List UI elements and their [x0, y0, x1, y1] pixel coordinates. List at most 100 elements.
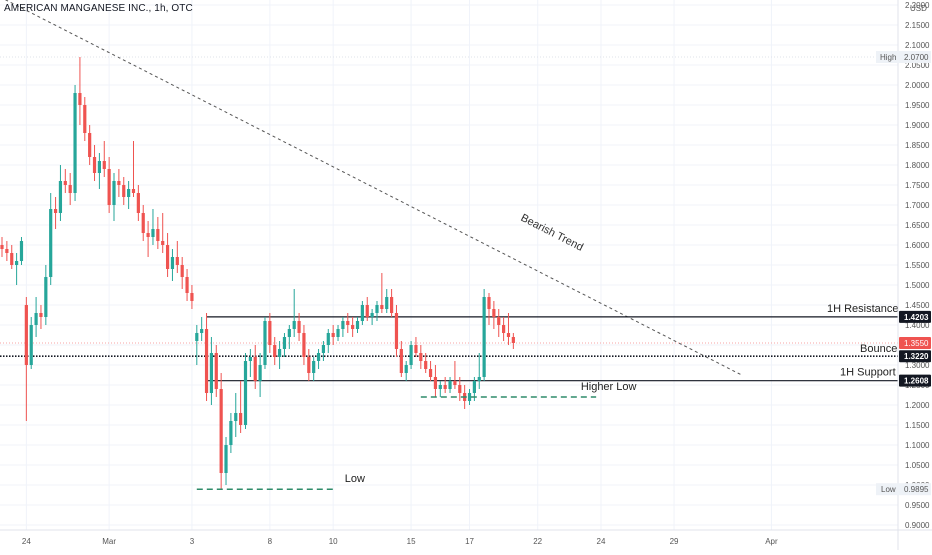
price-tick-label: 1.4500	[905, 301, 930, 310]
time-tick-label: Apr	[765, 537, 778, 546]
level-lines-layer: 1H Resistance 1H Support Bounce	[0, 56, 899, 382]
price-tag-bg	[899, 350, 931, 363]
candle-body	[472, 381, 476, 393]
chart-title: AMERICAN MANGANESE INC., 1h, OTC	[4, 3, 193, 14]
price-tag: 1.3220	[904, 352, 929, 361]
last-price-tag: 1.3550	[904, 339, 929, 348]
candle-body	[73, 93, 77, 193]
candle-body	[355, 321, 360, 329]
candle-body	[229, 421, 233, 445]
candle-body	[146, 233, 150, 237]
price-tick-label: 1.5500	[905, 261, 930, 270]
candle-body	[136, 193, 140, 213]
time-tick-label: 29	[670, 537, 679, 546]
candle-body	[83, 105, 87, 133]
candle-body	[29, 325, 33, 365]
annotations-layer: Low Higher Low	[196, 381, 637, 490]
candle-body	[428, 369, 433, 377]
candle-body	[312, 361, 316, 373]
low-tag-bg	[876, 483, 931, 496]
price-tick-label: 1.8000	[905, 161, 930, 170]
candle-body	[448, 381, 452, 389]
candle-body	[122, 185, 126, 197]
candle-body	[253, 357, 257, 381]
time-tick-label: 22	[533, 537, 542, 546]
candle-body	[180, 265, 184, 277]
candle-body	[170, 257, 175, 269]
candle-body	[511, 337, 515, 343]
candle-body	[15, 261, 19, 265]
candle-body	[10, 253, 14, 265]
candle-body	[477, 377, 481, 381]
candle-body	[316, 353, 321, 361]
candle-body	[492, 309, 496, 317]
candle-body	[365, 305, 369, 317]
candle-body	[506, 333, 511, 337]
time-axis: 24 Mar 3 8 10 15 17 22 24 29 Apr	[0, 529, 932, 546]
annotation-label: Higher Low	[581, 381, 637, 393]
candle-body	[204, 329, 209, 393]
candle-body	[200, 329, 204, 333]
price-tag: 1.4203	[904, 313, 929, 322]
candle-body	[102, 161, 106, 169]
candle-body	[502, 325, 506, 333]
price-tag-bg	[899, 374, 931, 387]
candle-body	[219, 389, 223, 473]
candle-body	[161, 241, 165, 245]
candle-body	[63, 181, 67, 185]
candle-body	[92, 157, 97, 173]
candle-body	[49, 209, 53, 277]
candle-body	[209, 353, 214, 393]
candle-body	[360, 305, 364, 321]
price-axis: 0.90000.95001.00001.05001.10001.15001.20…	[876, 0, 931, 550]
price-tick-label: 1.0500	[905, 461, 930, 470]
time-tick-label: 8	[268, 537, 273, 546]
candle-body	[409, 345, 413, 365]
candle-body	[190, 293, 194, 301]
candle-body	[399, 349, 403, 373]
time-tick-label: 15	[407, 537, 416, 546]
candle-body	[112, 181, 116, 205]
price-tick-label: 1.6500	[905, 221, 930, 230]
candle-body	[453, 381, 457, 385]
price-tick-label: 2.1000	[905, 41, 930, 50]
candle-body	[321, 345, 326, 353]
candle-body	[351, 325, 355, 329]
price-tick-label: 1.9000	[905, 121, 930, 130]
candle-body	[467, 393, 472, 401]
candle-body	[175, 257, 179, 265]
trend-line-layer: Bearish Trend	[4, 0, 742, 376]
candle-body	[53, 209, 58, 213]
candle-body	[292, 321, 296, 329]
candle-body	[370, 313, 374, 317]
candle-body	[482, 297, 486, 377]
candle-body	[307, 357, 311, 373]
price-tick-label: 2.2000	[905, 1, 930, 10]
candle-body	[268, 321, 272, 345]
time-tick-label: 10	[329, 537, 338, 546]
candle-body	[68, 185, 72, 193]
price-tick-label: 1.2000	[905, 401, 930, 410]
candle-body	[151, 229, 155, 237]
annotation-label: Low	[345, 473, 365, 485]
high-tag-value: 2.0700	[904, 53, 929, 62]
candle-body	[185, 277, 189, 293]
price-tick-label: 1.3000	[905, 361, 930, 370]
level-label: Bounce	[860, 343, 897, 355]
candle-body	[24, 305, 28, 365]
price-tick-label: 1.1500	[905, 421, 930, 430]
candle-body	[88, 133, 92, 157]
price-tick-label: 1.8500	[905, 141, 930, 150]
candle-body	[282, 337, 287, 349]
candle-body	[385, 297, 389, 309]
time-tick-label: Mar	[102, 537, 116, 546]
candle-body	[438, 385, 442, 389]
candle-body	[433, 377, 438, 389]
low-tag-label: Low	[881, 485, 896, 494]
candle-body	[117, 181, 121, 185]
candle-body	[243, 361, 248, 425]
time-tick-label: 17	[465, 537, 474, 546]
candle-body	[497, 317, 501, 325]
candle-body	[34, 313, 38, 325]
